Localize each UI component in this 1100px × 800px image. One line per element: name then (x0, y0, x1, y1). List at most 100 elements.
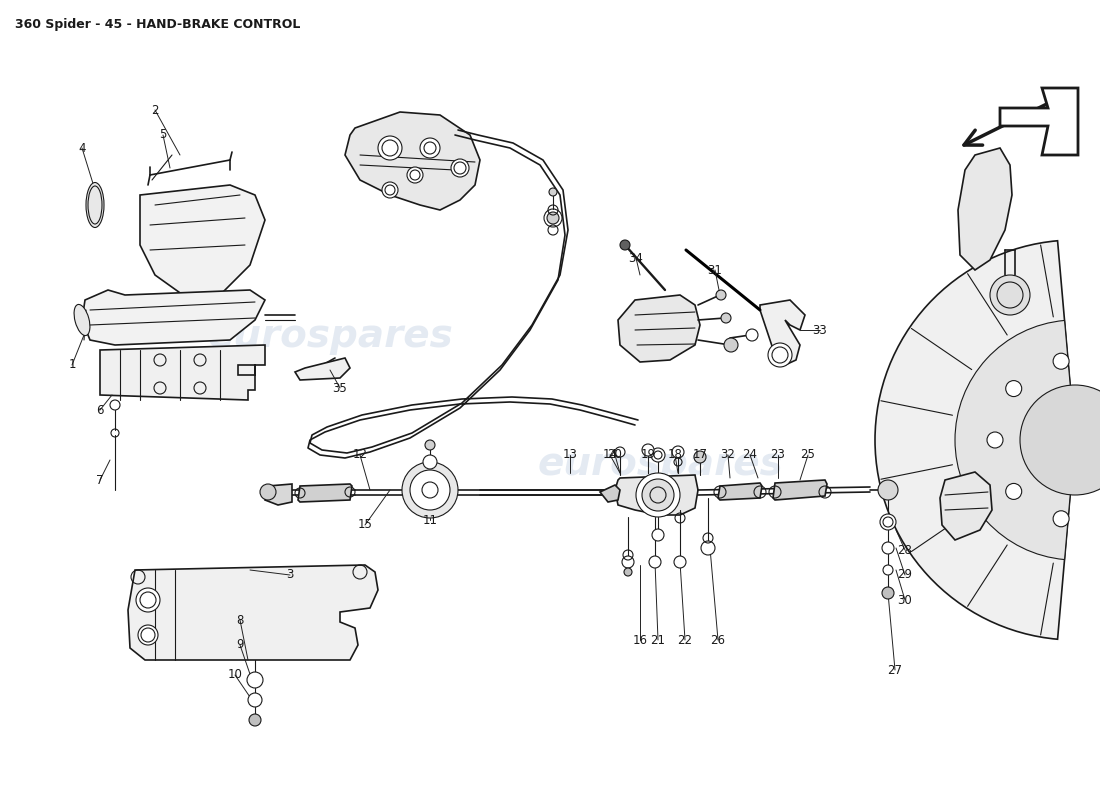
Circle shape (674, 556, 686, 568)
Text: 4: 4 (78, 142, 86, 154)
Text: 16: 16 (632, 634, 648, 646)
Text: 34: 34 (628, 251, 643, 265)
Polygon shape (718, 483, 762, 500)
Circle shape (724, 338, 738, 352)
Circle shape (425, 440, 435, 450)
Wedge shape (874, 241, 1075, 639)
Text: 1: 1 (68, 358, 76, 371)
Circle shape (1005, 483, 1022, 499)
Text: 7: 7 (97, 474, 103, 486)
Circle shape (694, 451, 706, 463)
Text: 15: 15 (358, 518, 373, 531)
Circle shape (248, 672, 263, 688)
Text: 3: 3 (286, 569, 294, 582)
Text: 19: 19 (640, 449, 656, 462)
Circle shape (382, 182, 398, 198)
Circle shape (701, 541, 715, 555)
Circle shape (402, 462, 458, 518)
Circle shape (768, 343, 792, 367)
Circle shape (652, 529, 664, 541)
Circle shape (990, 275, 1030, 315)
Circle shape (1053, 510, 1069, 526)
Circle shape (716, 290, 726, 300)
Circle shape (642, 444, 654, 456)
Circle shape (882, 587, 894, 599)
Text: eurospares: eurospares (537, 445, 783, 483)
Text: 18: 18 (668, 449, 682, 462)
Circle shape (615, 447, 625, 457)
Text: 26: 26 (711, 634, 726, 646)
Circle shape (880, 514, 896, 530)
Text: 20: 20 (607, 449, 623, 462)
Text: 31: 31 (707, 263, 723, 277)
Polygon shape (265, 484, 292, 505)
Polygon shape (295, 358, 350, 380)
Circle shape (621, 556, 634, 568)
Circle shape (882, 542, 894, 554)
Text: 32: 32 (720, 449, 736, 462)
Polygon shape (940, 472, 992, 540)
Polygon shape (345, 112, 480, 210)
Text: 6: 6 (97, 403, 103, 417)
Circle shape (720, 313, 732, 323)
Ellipse shape (86, 182, 104, 227)
Text: 9: 9 (236, 638, 244, 651)
Text: 12: 12 (352, 449, 367, 462)
Polygon shape (1000, 88, 1078, 155)
Text: 24: 24 (742, 449, 758, 462)
Text: 11: 11 (422, 514, 438, 526)
Polygon shape (128, 565, 378, 660)
Circle shape (636, 473, 680, 517)
Circle shape (1053, 354, 1069, 370)
Circle shape (451, 159, 469, 177)
Text: 25: 25 (801, 449, 815, 462)
Text: 29: 29 (898, 569, 913, 582)
Circle shape (136, 588, 160, 612)
Text: 8: 8 (236, 614, 244, 626)
Circle shape (547, 212, 559, 224)
Polygon shape (773, 480, 827, 500)
Text: 10: 10 (228, 669, 242, 682)
Circle shape (651, 448, 666, 462)
Circle shape (420, 138, 440, 158)
Polygon shape (140, 185, 265, 300)
Polygon shape (760, 300, 805, 365)
Circle shape (1005, 381, 1022, 397)
Circle shape (746, 329, 758, 341)
Polygon shape (1020, 98, 1068, 145)
Text: 13: 13 (562, 449, 578, 462)
Wedge shape (955, 321, 1075, 559)
Circle shape (424, 455, 437, 469)
Text: 14: 14 (603, 449, 617, 462)
Circle shape (138, 625, 158, 645)
Circle shape (378, 136, 402, 160)
Ellipse shape (74, 305, 90, 335)
Circle shape (672, 446, 684, 458)
Text: 22: 22 (678, 634, 693, 646)
Circle shape (410, 470, 450, 510)
Polygon shape (100, 345, 265, 400)
Circle shape (1020, 385, 1100, 495)
Text: 30: 30 (898, 594, 912, 606)
Polygon shape (298, 484, 352, 502)
Circle shape (624, 568, 632, 576)
Text: 17: 17 (693, 449, 707, 462)
Circle shape (549, 188, 557, 196)
Text: 360 Spider - 45 - HAND-BRAKE CONTROL: 360 Spider - 45 - HAND-BRAKE CONTROL (15, 18, 300, 31)
Polygon shape (958, 148, 1012, 270)
Text: 33: 33 (813, 323, 827, 337)
Text: 23: 23 (771, 449, 785, 462)
Polygon shape (82, 290, 265, 345)
Polygon shape (600, 485, 620, 502)
Text: 5: 5 (160, 129, 167, 142)
Circle shape (878, 480, 898, 500)
Circle shape (260, 484, 276, 500)
Text: 21: 21 (650, 634, 666, 646)
Text: eurospares: eurospares (207, 317, 453, 355)
Circle shape (249, 714, 261, 726)
Polygon shape (615, 475, 698, 515)
Text: 28: 28 (898, 543, 912, 557)
Circle shape (642, 479, 674, 511)
Circle shape (407, 167, 424, 183)
Text: 35: 35 (332, 382, 348, 394)
